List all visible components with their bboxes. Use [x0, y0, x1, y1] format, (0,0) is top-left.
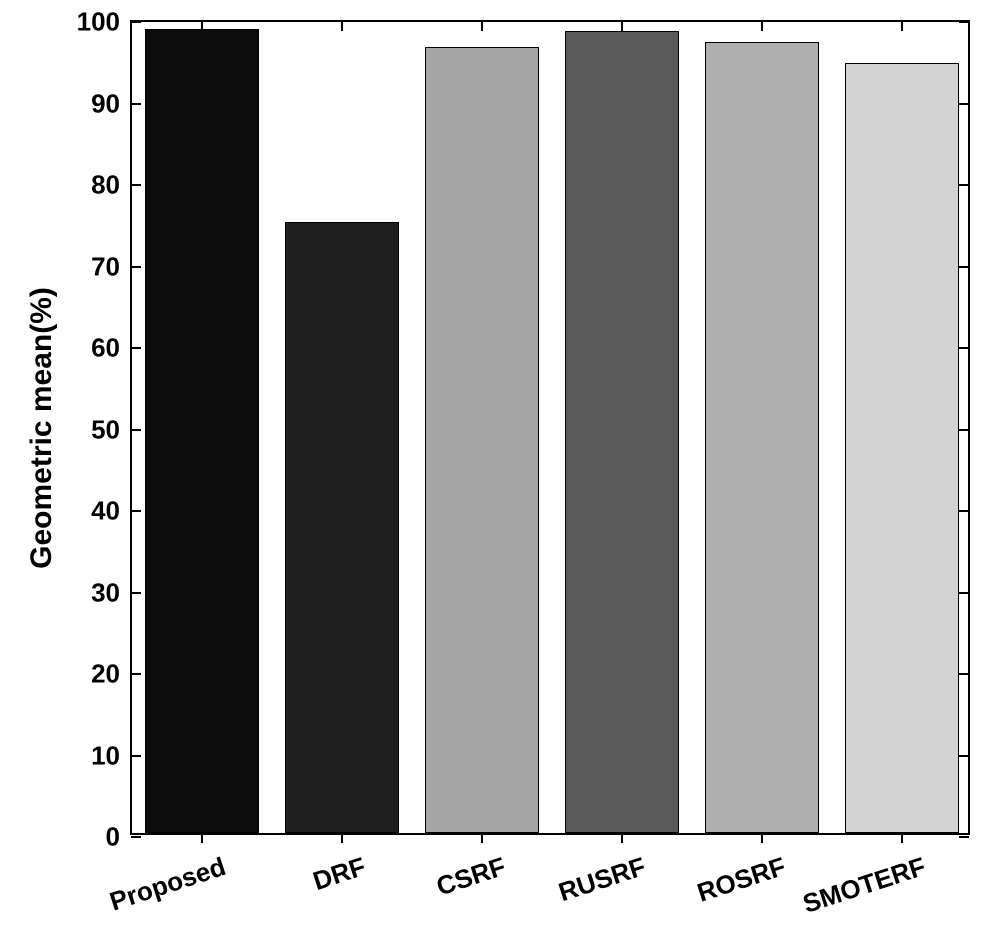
x-tick-label: RUSRF: [555, 851, 650, 908]
y-tick-mark: [959, 266, 969, 268]
y-tick-mark: [131, 755, 141, 757]
bar: [845, 63, 960, 833]
bar-chart: 0 10 20 30 40 50 60 70 80 90 100 Proposed DRF CSRF RUS…: [0, 0, 1000, 946]
x-tick-mark: [761, 833, 763, 843]
y-tick-label: 50: [91, 414, 132, 445]
y-tick-mark: [959, 21, 969, 23]
y-tick-mark: [131, 836, 141, 838]
x-tick-mark: [481, 21, 483, 31]
plot-area: 0102030405060708090100ProposedDRFCSRFRUS…: [130, 20, 970, 835]
y-tick-label: 70: [91, 251, 132, 282]
x-tick-mark: [901, 21, 903, 31]
y-tick-label: 10: [91, 740, 132, 771]
y-tick-mark: [959, 103, 969, 105]
y-tick-mark: [959, 184, 969, 186]
x-tick-mark: [621, 833, 623, 843]
y-tick-mark: [131, 21, 141, 23]
x-tick-label: ROSRF: [693, 851, 789, 909]
y-tick-label: 40: [91, 496, 132, 527]
x-tick-mark: [341, 833, 343, 843]
y-tick-mark: [131, 103, 141, 105]
x-tick-label: SMOTERF: [799, 851, 929, 920]
bar: [705, 42, 820, 833]
y-tick-label: 20: [91, 659, 132, 690]
y-tick-mark: [131, 429, 141, 431]
y-tick-mark: [959, 510, 969, 512]
y-axis-title: Geometric mean(%): [25, 287, 59, 569]
y-tick-label: 80: [91, 170, 132, 201]
bar: [425, 47, 540, 833]
y-tick-label: 30: [91, 577, 132, 608]
y-tick-mark: [131, 592, 141, 594]
y-tick-label: 100: [77, 7, 132, 38]
x-tick-label: CSRF: [433, 851, 510, 902]
y-tick-mark: [959, 592, 969, 594]
y-tick-mark: [959, 755, 969, 757]
y-tick-mark: [131, 266, 141, 268]
x-tick-mark: [341, 21, 343, 31]
x-tick-mark: [201, 833, 203, 843]
x-tick-label: DRF: [309, 851, 369, 897]
x-tick-mark: [621, 21, 623, 31]
bar: [285, 222, 400, 833]
y-tick-mark: [959, 673, 969, 675]
y-tick-mark: [131, 347, 141, 349]
x-tick-mark: [761, 21, 763, 31]
y-tick-label: 0: [106, 822, 132, 853]
y-tick-mark: [959, 347, 969, 349]
y-tick-mark: [131, 184, 141, 186]
bar: [565, 31, 680, 833]
y-tick-label: 60: [91, 333, 132, 364]
y-tick-mark: [131, 510, 141, 512]
x-tick-mark: [901, 833, 903, 843]
x-tick-label: Proposed: [106, 851, 230, 918]
y-tick-mark: [959, 429, 969, 431]
y-tick-mark: [131, 673, 141, 675]
y-tick-mark: [959, 836, 969, 838]
x-tick-mark: [481, 833, 483, 843]
bar: [145, 29, 260, 833]
y-tick-label: 90: [91, 88, 132, 119]
